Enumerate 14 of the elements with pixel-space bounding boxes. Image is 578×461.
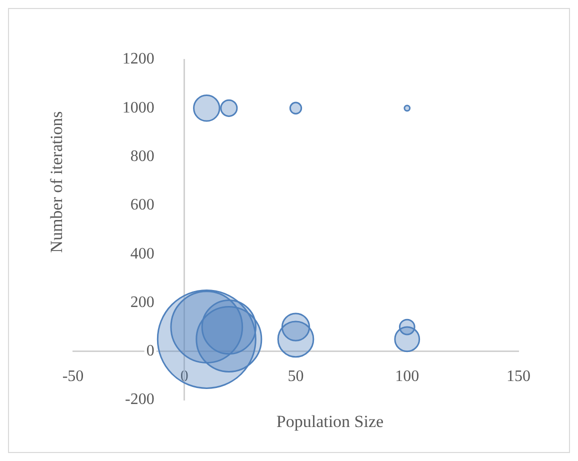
y-tick-label: 1200 — [122, 50, 154, 68]
y-tick-label: 800 — [130, 148, 154, 165]
y-tick-label: -200 — [125, 391, 154, 408]
y-tick-label: 600 — [130, 196, 154, 214]
x-tick-label: 150 — [506, 368, 530, 386]
y-tick-label: 0 — [146, 342, 154, 360]
x-tick-label: 100 — [395, 368, 420, 386]
y-axis-title: Number of iterations — [47, 110, 67, 254]
x-tick-label: -50 — [62, 368, 84, 386]
x-axis-title: Population Size — [275, 412, 385, 432]
y-tick-label: 200 — [130, 294, 154, 311]
y-tick-label: 400 — [130, 245, 154, 262]
x-tick-label: 50 — [288, 368, 304, 386]
y-tick-label: 1000 — [122, 99, 154, 116]
